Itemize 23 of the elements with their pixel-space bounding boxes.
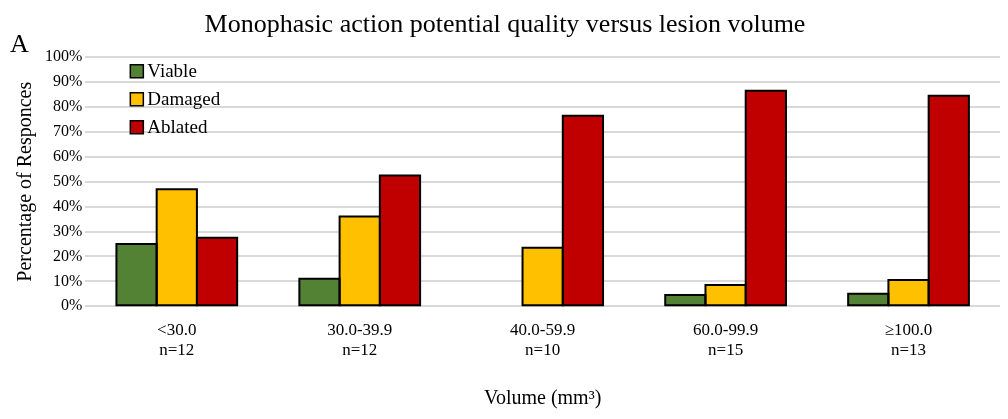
y-tick-label: 60% xyxy=(53,147,83,164)
y-tick-label: 80% xyxy=(53,97,83,115)
legend-label: Ablated xyxy=(147,116,208,138)
text: A xyxy=(10,29,29,58)
y-tick-label: 20% xyxy=(53,246,83,264)
x-tick-label: 60.0-99.9 n=15 xyxy=(693,319,759,360)
x-tick-label: ≥100.0 n=13 xyxy=(884,319,933,360)
y-tick-label: 0% xyxy=(61,296,83,314)
x-tick-label: 40.0-59.9 n=10 xyxy=(510,319,576,360)
y-tick-label: 30% xyxy=(53,221,83,239)
y-tick-label: 10% xyxy=(53,271,83,289)
x-tick-label: 30.0-39.9 n=12 xyxy=(327,319,393,360)
y-tick-label: 50% xyxy=(53,171,83,189)
y-axis-title: Percentage of Responces xyxy=(13,81,37,282)
y-tick-label: 90% xyxy=(53,72,83,90)
x-axis-title: Volume (mm³) xyxy=(484,386,602,410)
legend-label: Viable xyxy=(147,60,197,82)
y-tick-label: 70% xyxy=(53,122,83,140)
legend-label: Damaged xyxy=(147,88,221,110)
y-tick-label: 100% xyxy=(45,47,83,65)
x-tick-label: <30.0 n=12 xyxy=(157,319,197,360)
y-tick-label: 40% xyxy=(53,196,83,214)
chart-title: Monophasic action potential quality versus lesion volume xyxy=(204,9,806,39)
